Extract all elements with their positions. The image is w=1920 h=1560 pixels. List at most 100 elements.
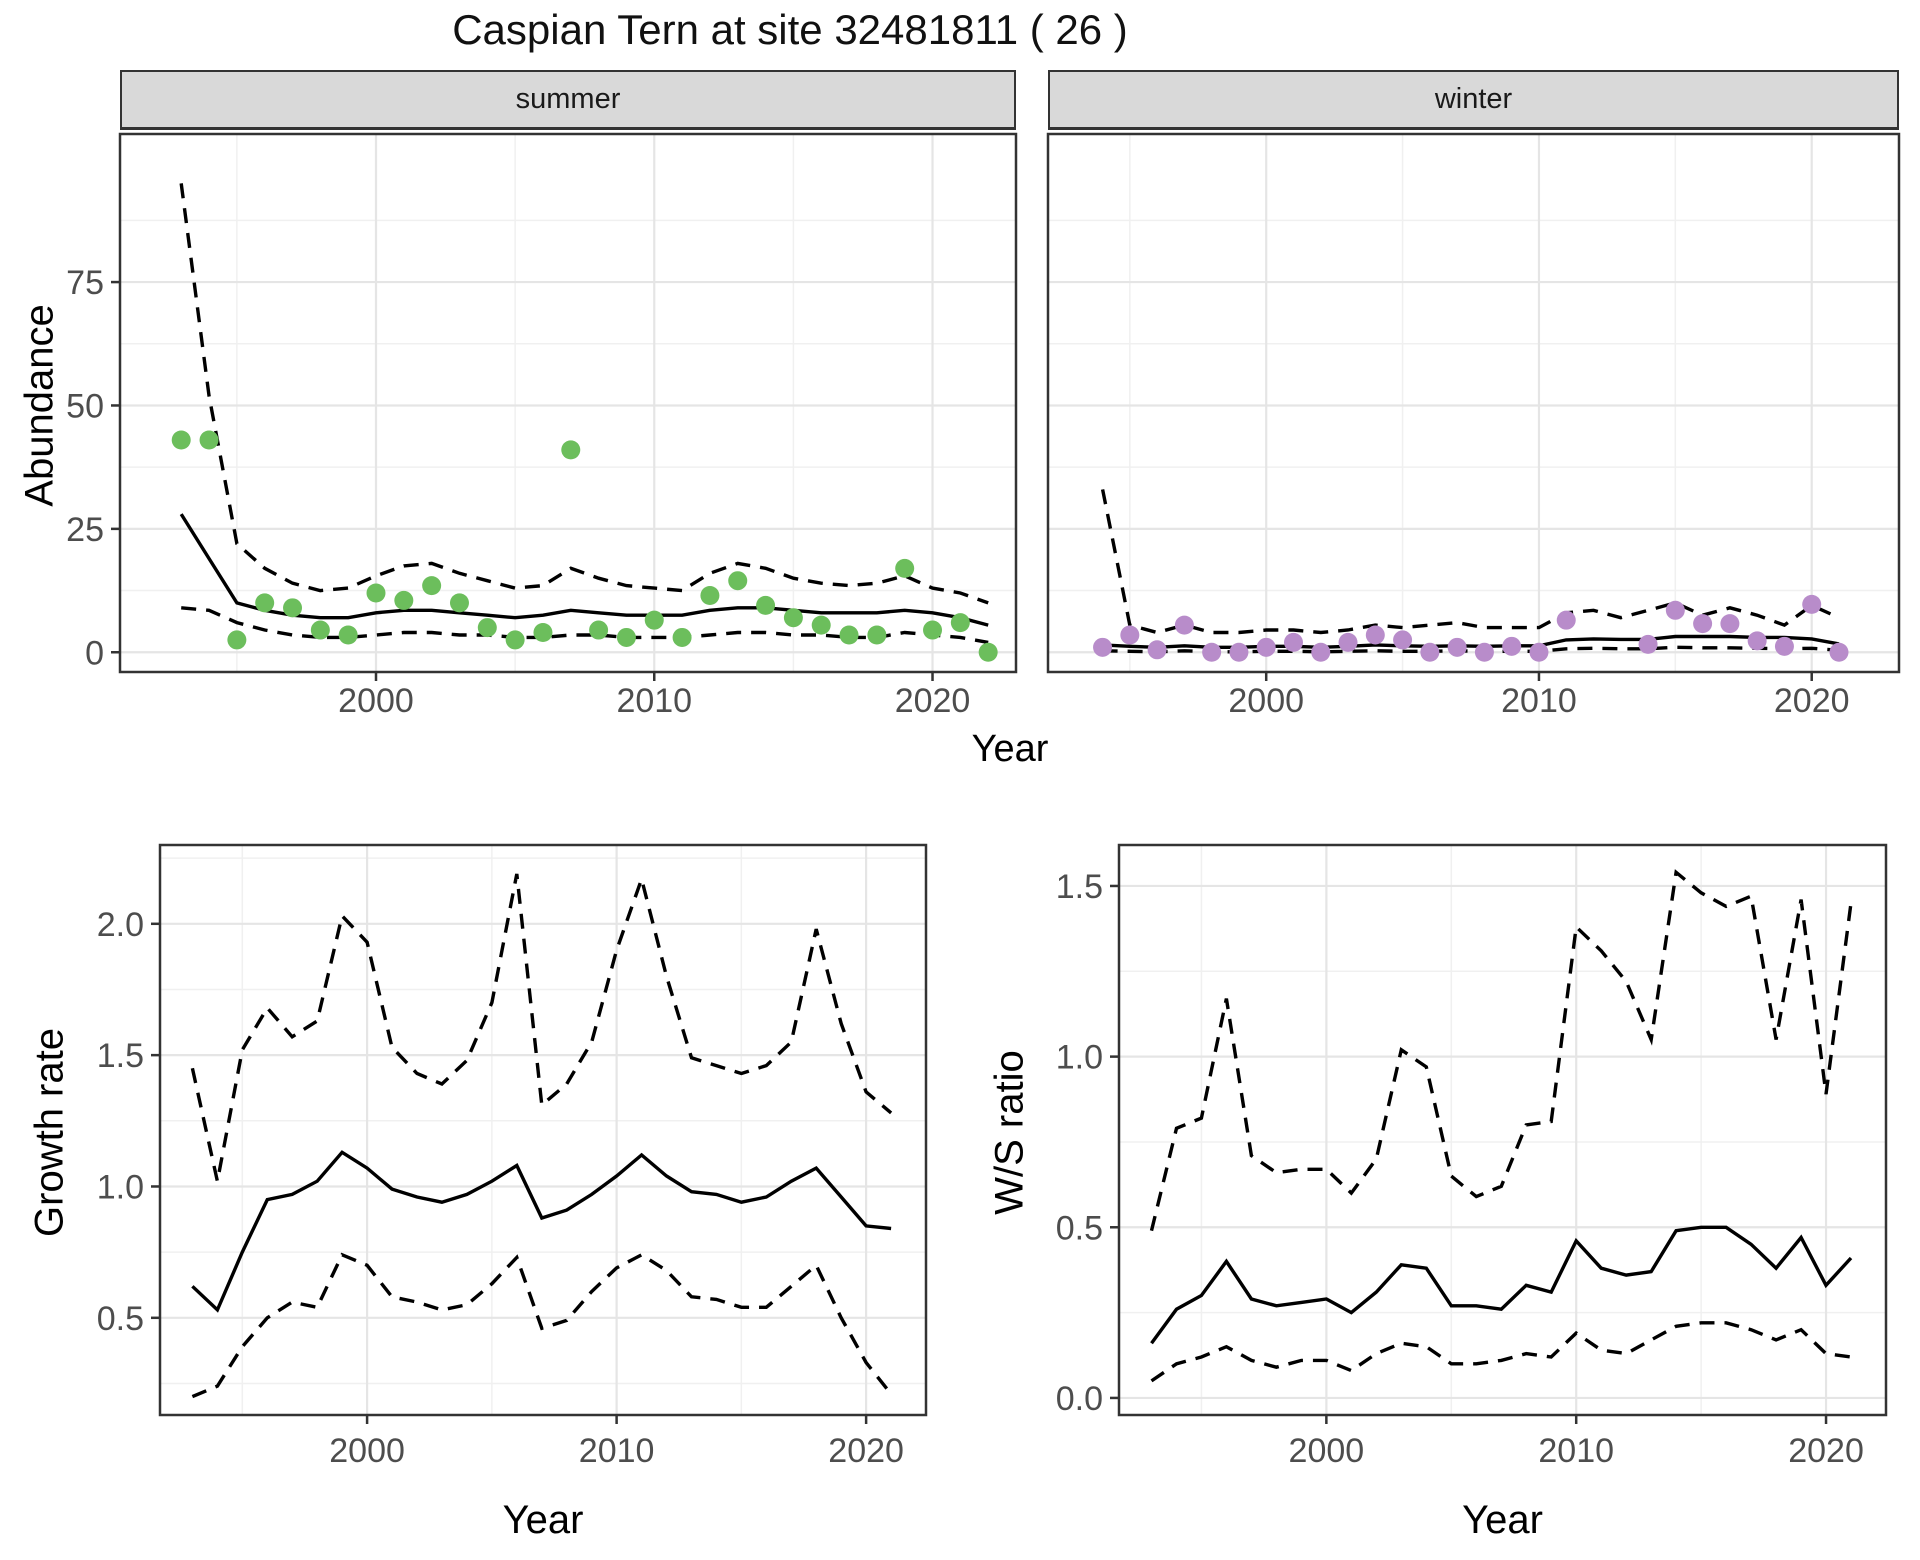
summer-observation-point (533, 623, 553, 643)
x-axis-title-year-bottom-right: Year (1462, 1498, 1543, 1542)
summer-observation-point (867, 625, 887, 645)
winter-observation-point (1093, 637, 1113, 657)
winter-observation-point (1365, 625, 1385, 645)
winter-observation-point (1283, 632, 1303, 652)
winter-observation-point (1529, 642, 1549, 662)
summer-observation-point (839, 625, 859, 645)
winter-line-lower95 (1102, 645, 1840, 654)
summer-observation-point (616, 627, 636, 647)
winter-observation-point (1747, 631, 1767, 651)
summer-line-upper95 (179, 183, 989, 605)
summer-observation-point (477, 618, 497, 638)
summer-observation-point (283, 598, 303, 618)
winter-observation-point (1174, 615, 1194, 635)
facet-strip-summer-label: summer (515, 83, 621, 115)
ws_ratio-x-tick-label: 2010 (1538, 1432, 1614, 1470)
winter-observation-point (1202, 642, 1222, 662)
winter-observation-point (1638, 634, 1658, 654)
growth-x-tick-label: 2000 (329, 1432, 405, 1470)
winter-observation-point (1556, 610, 1576, 630)
winter-observation-point (1474, 642, 1494, 662)
growth-x-tick-label: 2020 (828, 1432, 904, 1470)
summer-observation-point (783, 608, 803, 628)
ws_ratio-panel-bg (1119, 845, 1886, 1415)
summer-y-tick-label: 0 (85, 634, 104, 672)
winter-x-tick-label: 2010 (1501, 682, 1577, 720)
summer-observation-point (366, 583, 386, 603)
growth-panel-bg (160, 845, 926, 1415)
winter-observation-point (1338, 632, 1358, 652)
ws_ratio-y-tick-label: 1.5 (1056, 868, 1103, 906)
ws_ratio-x-tick-label: 2000 (1289, 1432, 1365, 1470)
summer-observation-point (199, 430, 219, 450)
winter-observation-point (1229, 642, 1249, 662)
winter-observation-point (1393, 630, 1413, 650)
y-axis-title-ws-ratio: W/S ratio (987, 1050, 1032, 1215)
growth-panel-border (158, 843, 928, 1417)
winter-line-upper95 (1100, 489, 1840, 635)
summer-observation-point (895, 558, 915, 578)
facet-strip-winter: winter (1048, 70, 1899, 130)
winter-observation-point (1256, 637, 1276, 657)
summer-observation-point (950, 613, 970, 633)
growth-line-lower95 (191, 1252, 893, 1399)
winter-panel-border (1046, 132, 1901, 674)
ws_ratio-x-tick-label: 2020 (1788, 1432, 1864, 1470)
summer-observation-point (672, 627, 692, 647)
summer-observation-point (171, 430, 191, 450)
summer-line-median (179, 513, 989, 627)
facet-strip-winter-label: winter (1434, 83, 1513, 115)
ws_ratio-y-tick-label: 1.0 (1056, 1039, 1103, 1077)
winter-observation-point (1802, 594, 1822, 614)
growth-y-tick-label: 0.5 (97, 1300, 144, 1338)
winter-observation-point (1829, 642, 1849, 662)
growth-x-tick-label: 2010 (579, 1432, 655, 1470)
summer-observation-point (227, 630, 247, 650)
summer-observation-point (589, 620, 609, 640)
growth-line-median (191, 1150, 892, 1313)
ws_ratio-panel-border (1117, 843, 1888, 1417)
summer-x-tick-label: 2010 (616, 682, 692, 720)
summer-panel-border (118, 132, 1018, 674)
winter-observation-point (1147, 640, 1167, 660)
summer-observation-point (978, 642, 998, 662)
summer-observation-point (811, 615, 831, 635)
growth-line-upper95 (190, 873, 893, 1182)
summer-observation-point (644, 610, 664, 630)
summer-observation-point (338, 625, 358, 645)
summer-observation-point (255, 593, 275, 613)
ws_ratio-y-tick-label: 0.0 (1056, 1380, 1103, 1418)
ws_ratio-line-lower95 (1150, 1321, 1852, 1383)
growth-y-tick-label: 1.0 (97, 1168, 144, 1206)
winter-observation-point (1447, 637, 1467, 657)
winter-x-tick-label: 2000 (1228, 682, 1304, 720)
summer-observation-point (700, 585, 720, 605)
summer-y-tick-label: 50 (66, 387, 104, 425)
summer-x-tick-label: 2000 (338, 682, 414, 720)
facet-strip-summer: summer (120, 70, 1016, 130)
summer-observation-point (561, 440, 581, 460)
summer-observation-point (310, 620, 330, 640)
winter-panel-bg (1048, 134, 1899, 672)
summer-observation-point (505, 630, 525, 650)
winter-observation-point (1720, 614, 1740, 634)
summer-observation-point (422, 576, 442, 596)
summer-y-tick-label: 75 (66, 264, 104, 302)
ws_ratio-line-upper95 (1149, 869, 1853, 1232)
summer-observation-point (394, 590, 414, 610)
winter-observation-point (1502, 636, 1522, 656)
summer-panel-bg (120, 134, 1016, 672)
summer-observation-point (923, 620, 943, 640)
winter-observation-point (1311, 642, 1331, 662)
winter-x-tick-label: 2020 (1774, 682, 1850, 720)
x-axis-title-year-bottom-left: Year (502, 1498, 584, 1542)
summer-observation-point (728, 571, 748, 591)
winter-observation-point (1665, 600, 1685, 620)
y-axis-title-abundance: Abundance (17, 304, 62, 507)
growth-y-tick-label: 2.0 (97, 906, 144, 944)
ws_ratio-y-tick-label: 0.5 (1056, 1209, 1103, 1247)
page-title: Caspian Tern at site 32481811 ( 26 ) (452, 6, 1128, 53)
winter-observation-point (1774, 636, 1794, 656)
y-axis-title-growth-rate: Growth rate (27, 1028, 72, 1237)
